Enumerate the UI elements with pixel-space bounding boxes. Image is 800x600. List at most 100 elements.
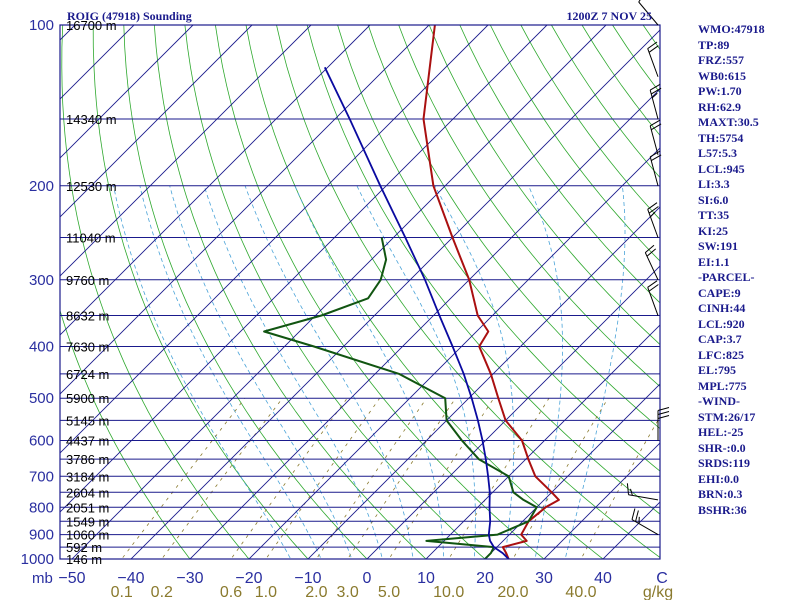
dry-adiabat: [61, 25, 250, 559]
mixing-ratio-line: [315, 397, 427, 559]
mixing-ratio-label: 20.0: [497, 584, 528, 600]
height-label: 5145 m: [66, 413, 109, 428]
temperature-tick-label: 20: [476, 570, 494, 587]
mixing-ratio-label: 0.2: [151, 584, 173, 600]
isotherm: [60, 25, 548, 513]
isotherm: [248, 147, 660, 559]
index-item: KI:25: [698, 223, 728, 238]
dry-adiabat: [489, 25, 660, 262]
moist-adiabat: [434, 185, 515, 559]
index-item: CINH:44: [698, 301, 746, 315]
height-label: 7630 m: [66, 340, 109, 355]
index-item: MAXT:30.5: [698, 115, 759, 129]
temperature-tick-label: −10: [294, 570, 321, 587]
pressure-tick-label: 800: [29, 499, 54, 516]
moist-adiabat: [203, 185, 383, 559]
dry-adiabat: [276, 25, 660, 559]
isotherm: [189, 88, 660, 559]
index-item: STM:26/17: [698, 409, 756, 424]
index-item: RH:62.9: [698, 99, 741, 114]
temperature-tick-label: C: [656, 570, 668, 587]
isotherm: [60, 25, 194, 159]
dry-adiabat: [459, 25, 660, 304]
height-label: 592 m: [66, 540, 102, 555]
index-item: SRDS:119: [698, 456, 751, 470]
mixing-ratio-label: 2.0: [305, 584, 327, 600]
dry-adiabat: [153, 25, 427, 559]
temperature-profile: [422, 25, 560, 559]
index-item: -PARCEL-: [698, 270, 755, 284]
dry-adiabat: [306, 25, 660, 515]
index-item: WB0:615: [698, 68, 746, 83]
pressure-tick-label: 700: [29, 468, 54, 485]
dry-adiabat: [60, 309, 191, 559]
pressure-tick-label: 900: [29, 527, 54, 544]
pressure-tick-label: 400: [29, 339, 54, 356]
dry-adiabat: [398, 25, 660, 387]
mixing-ratio-line: [230, 397, 348, 559]
pressure-tick-label: 100: [29, 17, 54, 34]
height-label: 1060 m: [66, 528, 109, 543]
isotherm: [543, 442, 660, 559]
temperature-tick-label: −50: [58, 570, 85, 587]
chart-title: ROIG (47918) Sounding: [67, 9, 192, 23]
mixing-ratio-line: [388, 397, 495, 559]
index-item: SI:6.0: [698, 192, 729, 207]
wind-barb: [626, 483, 659, 501]
wind-barb: [649, 119, 662, 155]
index-item: BRN:0.3: [698, 487, 743, 501]
parcel-profile: [323, 66, 511, 559]
moist-adiabat: [139, 185, 322, 559]
height-label: 16700 m: [66, 18, 117, 33]
index-item: TP:89: [698, 37, 730, 52]
isotherm: [60, 25, 489, 454]
height-label: 9760 m: [66, 273, 109, 288]
moist-adiabat: [169, 185, 353, 559]
height-label: 6724 m: [66, 367, 109, 382]
height-label: 11040 m: [66, 231, 116, 246]
pressure-tick-label: 600: [29, 433, 54, 450]
height-label: 2604 m: [66, 485, 109, 500]
chart-time: 1200Z 7 NOV 25: [567, 9, 652, 23]
dewpoint-profile: [263, 237, 538, 559]
dry-adiabat: [92, 25, 309, 559]
dry-adiabat: [184, 25, 486, 559]
mixing-ratio-line: [512, 397, 609, 559]
index-item: CAP:3.7: [698, 332, 742, 346]
moist-adiabat: [113, 185, 292, 559]
dry-adiabat: [337, 25, 660, 472]
pressure-tick-label: 200: [29, 178, 54, 195]
height-label: 12530 m: [66, 179, 117, 194]
temperature-tick-label: 30: [535, 570, 553, 587]
mixing-ratio-label: g/kg: [643, 584, 673, 600]
pressure-tick-label: 500: [29, 390, 54, 407]
height-label: 2051 m: [66, 500, 109, 515]
mixing-ratio-line: [347, 397, 456, 559]
index-item: TT:35: [698, 208, 730, 222]
pressure-tick-label: 300: [29, 272, 54, 289]
mixing-ratio-line: [580, 415, 660, 559]
height-label: 8632 m: [66, 309, 109, 324]
index-item: EI:1.1: [698, 254, 730, 269]
index-item: -WIND-: [698, 394, 740, 408]
plot-frame: [59, 24, 661, 560]
index-item: EHI:0.0: [698, 471, 740, 486]
pressure-unit-label: mb: [32, 570, 53, 587]
isotherm: [60, 25, 371, 336]
isotherm: [60, 25, 312, 277]
dry-adiabat: [428, 25, 660, 346]
dry-adiabat: [367, 25, 660, 430]
mixing-ratio-line: [265, 397, 381, 559]
temperature-tick-label: −20: [235, 570, 262, 587]
temperature-tick-label: 0: [363, 570, 372, 587]
plot-background: [60, 25, 660, 559]
isotherm: [60, 25, 430, 395]
height-label: 146 m: [66, 552, 102, 567]
height-label: 14340 m: [66, 112, 117, 127]
index-item: L57:5.3: [698, 146, 737, 160]
wind-barb: [631, 508, 659, 535]
wind-barb: [647, 41, 659, 77]
index-item: SW:191: [698, 239, 739, 253]
height-label: 5900 m: [66, 391, 109, 406]
